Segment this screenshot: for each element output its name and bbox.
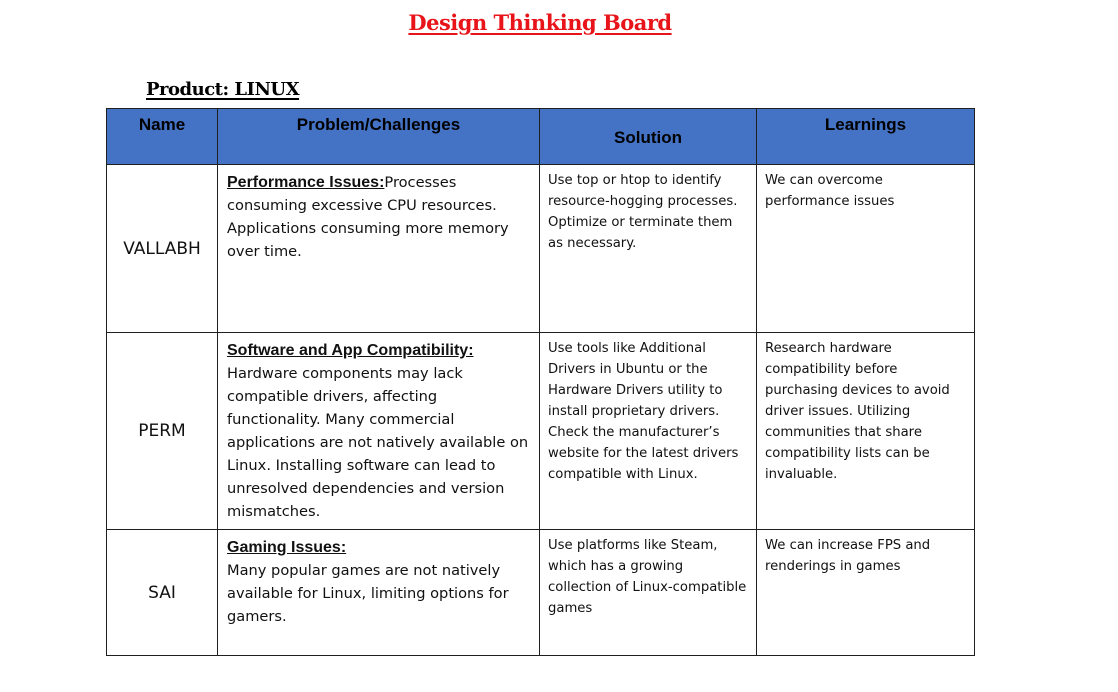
problem-text: Processes consuming excessive CPU resour… [227, 174, 509, 260]
product-label: Product: LINUX [146, 79, 300, 100]
row-problem: Gaming Issues: Many popular games are not… [217, 529, 540, 656]
header-solution: Solution [539, 108, 757, 165]
table-row: VALLABH Performance Issues:Processes con… [106, 164, 975, 333]
row-name: VALLABH [106, 164, 218, 333]
header-learnings: Learnings [756, 108, 975, 165]
row-problem: Performance Issues:Processes consuming e… [217, 164, 540, 333]
row-learnings: We can increase FPS and renderings in ga… [756, 529, 975, 656]
row-name: PERM [106, 332, 218, 530]
document-title: Design Thinking Board [408, 10, 672, 35]
table-row: PERM Software and App Compatibility: Hard… [106, 332, 975, 530]
problem-text: Hardware components may lack compatible … [227, 365, 529, 520]
row-problem: Software and App Compatibility: Hardware … [217, 332, 540, 530]
problem-heading: Software and App Compatibility: [227, 342, 474, 359]
design-thinking-table: Name Problem/Challenges Solution Learnin… [106, 108, 975, 656]
row-solution: Use platforms like Steam, which has a gr… [539, 529, 757, 656]
row-name: SAI [106, 529, 218, 656]
problem-text: Many popular games are not natively avai… [227, 562, 509, 625]
problem-heading: Performance Issues: [227, 174, 385, 191]
row-solution: Use tools like Additional Drivers in Ubu… [539, 332, 757, 530]
row-solution: Use top or htop to identify resource-hog… [539, 164, 757, 333]
row-learnings: We can overcome performance issues [756, 164, 975, 333]
problem-heading: Gaming Issues: [227, 539, 347, 556]
header-problem: Problem/Challenges [217, 108, 540, 165]
table-header-row: Name Problem/Challenges Solution Learnin… [106, 108, 975, 165]
table-row: SAI Gaming Issues: Many popular games are… [106, 529, 975, 656]
row-learnings: Research hardware compatibility before p… [756, 332, 975, 530]
header-name: Name [106, 108, 218, 165]
